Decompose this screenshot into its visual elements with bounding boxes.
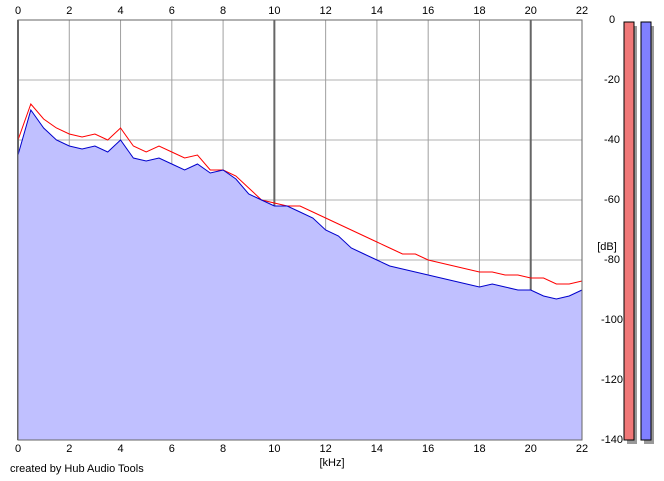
- footer-credit: created by Hub Audio Tools: [10, 463, 144, 475]
- x-tick-label: 20: [525, 443, 537, 455]
- x-tick-label: 16: [422, 5, 434, 17]
- x-tick-label: 22: [576, 443, 588, 455]
- y-tick-label: -140: [601, 434, 623, 446]
- meter-left: [623, 21, 635, 441]
- series-line: [17, 103, 583, 285]
- x-tick-label: 0: [15, 443, 21, 455]
- x-tick-label: 8: [220, 443, 226, 455]
- area-fill: [18, 110, 582, 440]
- x-tick-label: 18: [473, 5, 485, 17]
- x-tick-label: 6: [169, 5, 175, 17]
- level-meters: [623, 21, 654, 444]
- x-tick-label: 18: [473, 443, 485, 455]
- meter-right: [640, 21, 652, 441]
- x-tick-label: 14: [371, 5, 383, 17]
- y-tick-label: -80: [604, 254, 620, 266]
- x-tick-label: 22: [576, 5, 588, 17]
- y-tick-label: -40: [604, 134, 620, 146]
- x-tick-label: 16: [422, 443, 434, 455]
- x-tick-label: 4: [117, 5, 123, 17]
- series-line: [17, 108, 583, 300]
- x-axis-label: [kHz]: [319, 457, 344, 469]
- y-tick-label: -60: [604, 194, 620, 206]
- x-tick-label: 20: [525, 5, 537, 17]
- plot-border: [17, 19, 583, 441]
- x-tick-label: 0: [15, 5, 21, 17]
- x-tick-label: 6: [169, 443, 175, 455]
- y-tick-label: -20: [604, 74, 620, 86]
- x-tick-label: 2: [66, 443, 72, 455]
- x-tick-label: 10: [268, 5, 280, 17]
- x-tick-label: 12: [320, 5, 332, 17]
- x-tick-label: 2: [66, 5, 72, 17]
- x-tick-label: 8: [220, 5, 226, 17]
- y-tick-label: 0: [609, 14, 615, 26]
- x-tick-label: 14: [371, 443, 383, 455]
- x-tick-label: 10: [268, 443, 280, 455]
- y-tick-label: -100: [601, 314, 623, 326]
- y-axis-label: [dB]: [597, 241, 617, 253]
- y-tick-label: -120: [601, 374, 623, 386]
- x-tick-label: 4: [117, 443, 123, 455]
- x-tick-label: 12: [320, 443, 332, 455]
